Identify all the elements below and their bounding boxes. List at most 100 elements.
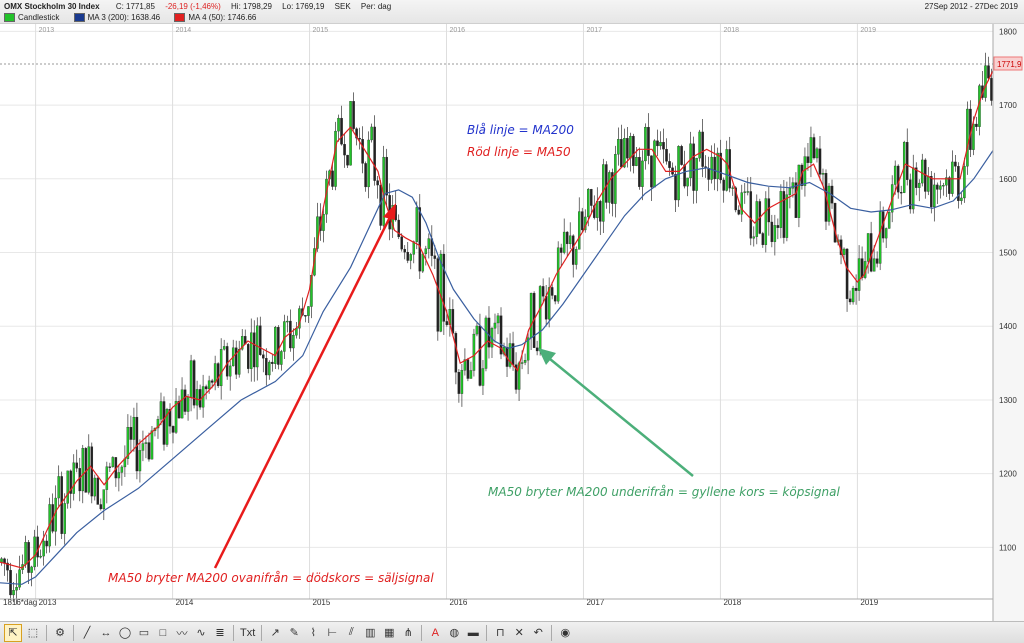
candle-body [553, 295, 557, 302]
candle-body [987, 65, 990, 79]
text-icon[interactable]: Txt [240, 626, 256, 639]
candle-body [581, 211, 584, 231]
candle-body [918, 182, 921, 188]
golden-cross-arrowhead [538, 348, 556, 365]
x-tick-label-top: 2013 [39, 27, 55, 34]
candle-body [78, 468, 81, 492]
magnet-icon[interactable]: ⊓ [495, 627, 505, 639]
fib-icon[interactable]: ≣ [215, 627, 225, 639]
eye-icon[interactable]: ◉ [560, 627, 571, 639]
arrow-icon[interactable]: ↗ [270, 627, 280, 639]
candle-body [340, 117, 343, 145]
candle-body [99, 504, 103, 510]
gear-icon[interactable]: ⚙ [55, 627, 65, 639]
candle-body [635, 157, 638, 166]
ruler-icon[interactable]: ⊢ [327, 627, 338, 639]
candle-body [803, 156, 807, 186]
candle-body [833, 203, 837, 243]
brush-icon[interactable]: ⌇ [310, 627, 316, 639]
candle-body [454, 333, 458, 373]
delete-icon[interactable]: ✕ [514, 627, 524, 639]
candle-body [171, 426, 175, 433]
candle-body [141, 443, 145, 451]
bars-icon[interactable]: ▥ [365, 627, 376, 639]
rect-icon[interactable]: ▭ [138, 627, 150, 639]
candle-body [424, 248, 428, 255]
candle-body [117, 472, 121, 479]
hline-icon[interactable]: ↔ [100, 626, 112, 639]
candle-body [893, 165, 897, 185]
candle-body [268, 361, 271, 376]
candle-body [514, 364, 518, 390]
ellipse-icon[interactable]: ◯ [118, 627, 132, 639]
linewidth-icon[interactable]: ▬ [467, 626, 479, 639]
candle-body [776, 225, 780, 228]
candle-body [710, 156, 713, 180]
price-label-box [993, 56, 1023, 71]
candle-body [707, 168, 710, 180]
candle-body [75, 462, 78, 469]
pen-icon[interactable]: ✎ [289, 627, 299, 639]
color-icon[interactable]: A [431, 626, 439, 639]
candle-body [250, 332, 253, 369]
candle-body [975, 123, 978, 127]
candle-body [0, 558, 3, 563]
zigzag-icon[interactable]: 〰 [176, 627, 188, 640]
select-icon[interactable]: ⬚ [27, 627, 39, 639]
low-value: Lo: 1769,19 [282, 2, 325, 11]
y-tick-label: 1600 [999, 175, 1017, 184]
candle-body [942, 185, 945, 187]
candle-body [436, 258, 440, 332]
ma50-line [0, 70, 994, 569]
candle-body [186, 397, 190, 412]
candle-body [442, 253, 446, 322]
grid-icon[interactable]: ▦ [384, 627, 395, 639]
legend-item-ma200[interactable]: MA 3 (200): 1638.46 [73, 13, 160, 22]
candle-body [779, 191, 783, 228]
wave-icon[interactable]: ∿ [196, 627, 206, 639]
candle-body [951, 161, 954, 194]
legend-item-ma50[interactable]: MA 4 (50): 1746.66 [174, 13, 256, 22]
square-icon[interactable]: □ [159, 626, 167, 639]
candle-body [912, 167, 915, 210]
cursor-icon[interactable]: ⇱ [4, 623, 22, 642]
price-chart[interactable]: 1100 1200 1300 1400 1500 1600 1700 1800 2013 2013… [0, 24, 1024, 621]
candle-body [210, 380, 214, 383]
candle-body [400, 236, 403, 250]
parallel-icon[interactable]: ⫽ [348, 626, 354, 638]
legend-item-candlestick[interactable]: Candlestick [4, 13, 59, 22]
candle-body [174, 401, 178, 433]
death-cross-arrow [213, 216, 392, 569]
candle-body [192, 360, 196, 406]
candle-body [207, 380, 211, 390]
candle-body [376, 180, 379, 186]
candle-body [945, 177, 948, 186]
y-tick-label: 1800 [999, 27, 1017, 36]
candle-body [66, 470, 69, 504]
candle-body [866, 233, 870, 262]
candle-body [960, 197, 963, 201]
candle-body [815, 148, 819, 159]
candle-body [896, 165, 900, 193]
candle-body [421, 253, 425, 272]
line-icon[interactable]: ╱ [83, 627, 91, 639]
ma200-line [0, 150, 994, 585]
candle-body [878, 211, 882, 264]
x-tick-label: 2018 [723, 598, 741, 607]
undo-icon[interactable]: ↶ [533, 627, 543, 639]
candle-body [433, 255, 437, 259]
candle-body [18, 569, 21, 588]
candle-body [550, 287, 554, 296]
candle-body [909, 179, 912, 210]
pitchfork-icon[interactable]: ⋔ [403, 627, 413, 639]
chart-background [0, 24, 1024, 621]
candle-body [565, 231, 569, 245]
candle-body [472, 333, 476, 371]
candle-body [520, 362, 524, 364]
candle-body [36, 536, 39, 558]
fill-icon[interactable]: ◍ [449, 627, 460, 639]
candle-body [373, 126, 376, 181]
candle-body [818, 148, 822, 175]
candle-body [6, 562, 9, 571]
candle-body [954, 161, 957, 167]
